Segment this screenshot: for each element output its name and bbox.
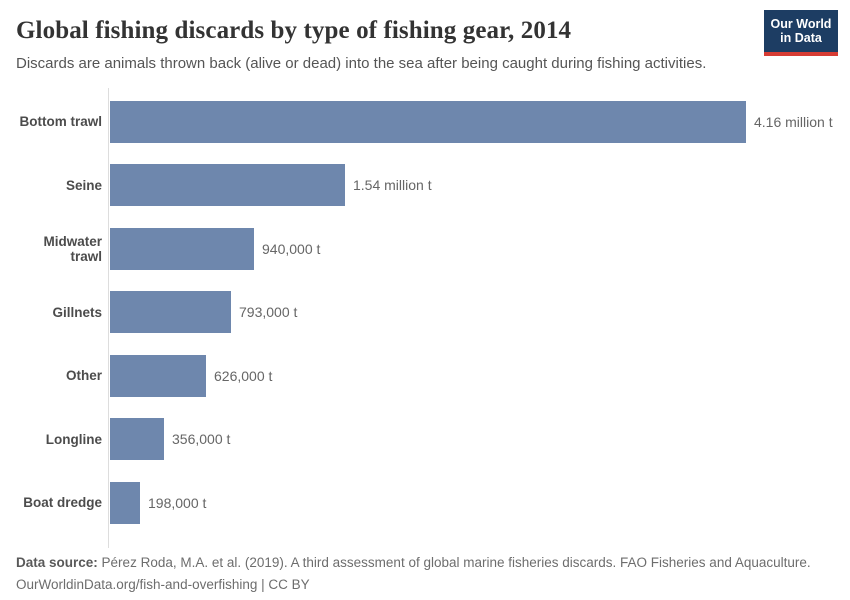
bar-track: 626,000 t <box>102 354 834 397</box>
bar-track: 940,000 t <box>102 227 834 270</box>
bar[interactable] <box>110 227 254 270</box>
owid-logo: Our World in Data <box>764 10 838 56</box>
category-label: Longline <box>45 431 102 447</box>
bar-track: 356,000 t <box>102 418 834 461</box>
data-source-line: Data source: Pérez Roda, M.A. et al. (20… <box>16 552 834 574</box>
chart-subtitle: Discards are animals thrown back (alive … <box>16 55 707 72</box>
bar[interactable] <box>110 418 164 461</box>
value-label: 940,000 t <box>262 240 321 257</box>
chart-footer: Data source: Pérez Roda, M.A. et al. (20… <box>16 552 834 596</box>
data-source-label: Data source: <box>16 555 98 570</box>
category-label: Midwater trawl <box>43 233 102 264</box>
bar-chart: Bottom trawl 4.16 million t Seine 1.54 mill… <box>16 88 834 548</box>
license-link-line[interactable]: OurWorldinData.org/fish-and-overfishing … <box>16 577 310 592</box>
chart-row: Longline 356,000 t <box>16 408 834 472</box>
chart-title: Global fishing discards by type of fishi… <box>16 17 572 44</box>
chart-row: Gillnets 793,000 t <box>16 281 834 345</box>
value-label: 626,000 t <box>214 367 273 384</box>
category-label: Gillnets <box>52 304 102 320</box>
category-label: Seine <box>65 177 102 193</box>
data-source-text: Pérez Roda, M.A. et al. (2019). A third … <box>101 555 811 570</box>
chart-header: Global fishing discards by type of fishi… <box>16 10 838 88</box>
bar[interactable] <box>110 354 206 397</box>
chart-row: Other 626,000 t <box>16 344 834 408</box>
owid-logo-line1: Our World <box>770 16 832 31</box>
chart-row: Seine 1.54 million t <box>16 154 834 218</box>
bar[interactable] <box>110 100 746 143</box>
chart-row: Bottom trawl 4.16 million t <box>16 90 834 154</box>
bar-chart-rows: Bottom trawl 4.16 million t Seine 1.54 mill… <box>16 90 834 535</box>
bar[interactable] <box>110 291 231 334</box>
category-label: Boat dredge <box>23 495 102 511</box>
bar-track: 1.54 million t <box>102 164 834 207</box>
value-label: 4.16 million t <box>754 113 833 130</box>
y-axis-line <box>108 88 109 548</box>
bar-track: 198,000 t <box>102 481 834 524</box>
value-label: 793,000 t <box>239 304 298 321</box>
bar-track: 4.16 million t <box>102 100 834 143</box>
value-label: 1.54 million t <box>353 177 432 194</box>
owid-logo-line2: in Data <box>780 31 822 45</box>
category-label: Bottom trawl <box>19 114 103 130</box>
value-label: 356,000 t <box>172 431 231 448</box>
category-label: Other <box>65 368 102 384</box>
bar[interactable] <box>110 164 345 207</box>
chart-row: Boat dredge 198,000 t <box>16 471 834 535</box>
chart-row: Midwater trawl 940,000 t <box>16 217 834 281</box>
bar[interactable] <box>110 481 140 524</box>
value-label: 198,000 t <box>148 494 207 511</box>
bar-track: 793,000 t <box>102 291 834 334</box>
